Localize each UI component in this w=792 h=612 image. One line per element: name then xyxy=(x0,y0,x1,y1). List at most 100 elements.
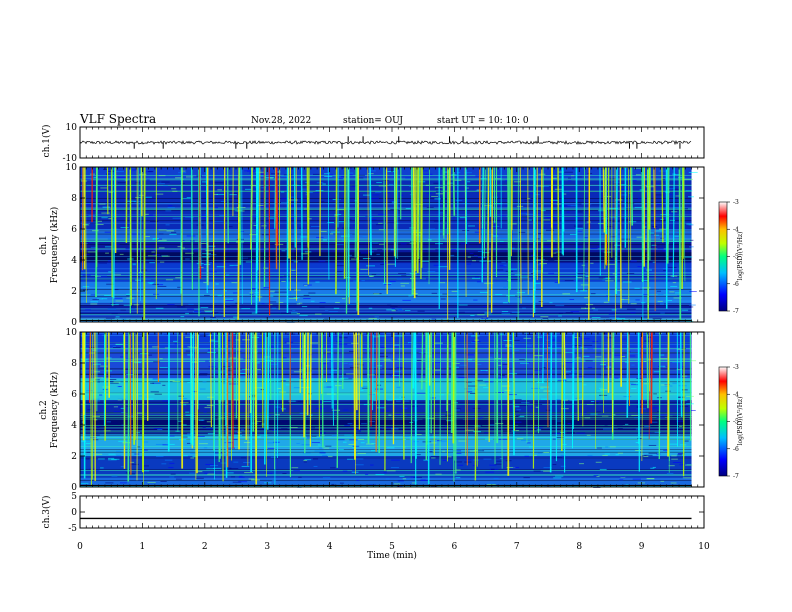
spectrogram-speckle xyxy=(440,298,446,300)
ch1-waveform-panel: 10-10 xyxy=(63,123,705,164)
spectrogram-sferic xyxy=(667,331,670,457)
spectrogram-speckle xyxy=(396,485,403,487)
spectrogram-speckle xyxy=(98,262,107,264)
spectrogram-speckle xyxy=(439,231,443,233)
spectrogram-speckle xyxy=(684,256,693,258)
spectrogram-speckle xyxy=(652,318,662,320)
spectrogram-speckle xyxy=(521,216,528,218)
ch2-spectrogram-ylabel-channel: ch.2 xyxy=(39,400,49,419)
spectrogram-speckle xyxy=(80,482,89,484)
spectrogram-speckle xyxy=(272,429,277,431)
spectrogram-speckle xyxy=(352,446,356,448)
spectrogram-speckle xyxy=(571,175,575,177)
spectrogram-sferic xyxy=(602,166,606,233)
spectrogram-speckle xyxy=(320,363,328,365)
spectrogram-speckle xyxy=(386,222,395,224)
spectrogram-speckle xyxy=(549,224,558,226)
spectrogram-speckle xyxy=(514,406,520,408)
spectrogram-speckle xyxy=(312,438,320,440)
spectrogram-speckle xyxy=(470,393,476,395)
spectrogram-speckle xyxy=(216,313,221,315)
spectrogram-speckle xyxy=(661,219,666,221)
spectrogram-speckle xyxy=(620,476,625,478)
spectrogram-speckle xyxy=(335,244,344,246)
spectrogram-speckle xyxy=(213,193,218,195)
spectrogram-speckle xyxy=(82,353,92,355)
spectrogram-speckle xyxy=(355,464,364,466)
spectrogram-speckle xyxy=(672,462,682,464)
spectrogram-speckle xyxy=(147,255,157,257)
spectrogram-speckle xyxy=(138,395,142,397)
spectrogram-speckle xyxy=(315,190,324,192)
spectrogram-speckle xyxy=(226,200,234,202)
colorbar-tick-label: -5 xyxy=(733,254,739,261)
y-tick-label: 6 xyxy=(71,390,77,400)
spectrogram-speckle xyxy=(596,246,602,248)
spectrogram-sferic xyxy=(464,331,466,456)
y-tick-label: 0 xyxy=(71,483,77,493)
spectrogram-speckle xyxy=(338,221,345,223)
spectrogram-speckle xyxy=(315,281,320,283)
spectrogram-speckle xyxy=(327,221,335,223)
spectrogram-speckle xyxy=(192,414,197,416)
spectrogram-speckle xyxy=(165,224,170,226)
spectrogram-speckle xyxy=(106,283,115,285)
spectrogram-speckle xyxy=(108,218,113,220)
spectrogram-sferic xyxy=(281,331,284,412)
spectrogram-speckle xyxy=(218,400,225,402)
header-start-time: start UT = 10: 10: 0 xyxy=(437,116,529,126)
spectrogram-speckle xyxy=(255,420,262,422)
spectrogram-speckle xyxy=(467,385,477,387)
spectrogram-speckle xyxy=(198,419,204,421)
spectrogram-speckle xyxy=(653,393,657,395)
spectrogram-sferic xyxy=(500,331,503,469)
spectrogram-speckle xyxy=(338,449,344,451)
spectrogram-sferic xyxy=(661,166,664,243)
spectrogram-speckle xyxy=(537,452,543,454)
spectrogram-sferic xyxy=(110,166,113,298)
spectrogram-speckle xyxy=(411,482,417,484)
spectrogram-speckle xyxy=(308,354,313,356)
spectrogram-sferic xyxy=(630,166,634,226)
spectrogram-speckle xyxy=(683,178,693,180)
spectrogram-speckle xyxy=(137,446,141,448)
spectrogram-speckle xyxy=(274,414,280,416)
spectrogram-speckle xyxy=(302,452,311,454)
spectrogram-speckle xyxy=(250,422,259,424)
spectrogram-sferic xyxy=(293,166,296,248)
spectrogram-speckle xyxy=(373,293,380,295)
spectrogram-speckle xyxy=(319,306,325,308)
spectrogram-speckle xyxy=(95,275,101,277)
spectrogram-sferic xyxy=(583,166,585,292)
spectrogram-sferic xyxy=(512,331,515,456)
spectrogram-speckle xyxy=(153,428,163,430)
spectrogram-speckle xyxy=(404,310,411,312)
spectrogram-sferic xyxy=(353,331,356,460)
spectrogram-speckle xyxy=(172,190,178,192)
y-tick-label: 5 xyxy=(71,492,77,502)
spectrogram-speckle xyxy=(619,167,628,169)
spectrogram-speckle xyxy=(96,298,103,300)
spectrogram-speckle xyxy=(230,476,236,478)
spectrogram-speckle xyxy=(499,265,506,267)
spectrogram-speckle xyxy=(348,240,357,242)
spectrogram-speckle xyxy=(88,352,95,354)
spectrogram-speckle xyxy=(81,179,91,181)
spectrogram-speckle xyxy=(605,296,610,298)
spectrogram-sferic xyxy=(132,331,135,445)
spectrogram-speckle xyxy=(257,205,264,207)
spectrogram-speckle xyxy=(595,461,602,463)
spectrogram-speckle xyxy=(450,254,455,256)
spectrogram-speckle xyxy=(377,213,387,215)
spectrogram-sferic xyxy=(336,331,339,468)
spectrogram-speckle xyxy=(181,436,188,438)
spectrogram-speckle xyxy=(517,296,522,298)
spectrogram-speckle xyxy=(108,380,114,382)
spectrogram-speckle xyxy=(648,452,658,454)
spectrogram-speckle xyxy=(85,443,91,445)
spectrogram-speckle xyxy=(652,466,656,468)
spectrogram-speckle xyxy=(636,236,643,238)
spectrogram-speckle xyxy=(610,236,617,238)
spectrogram-sferic xyxy=(367,166,369,276)
